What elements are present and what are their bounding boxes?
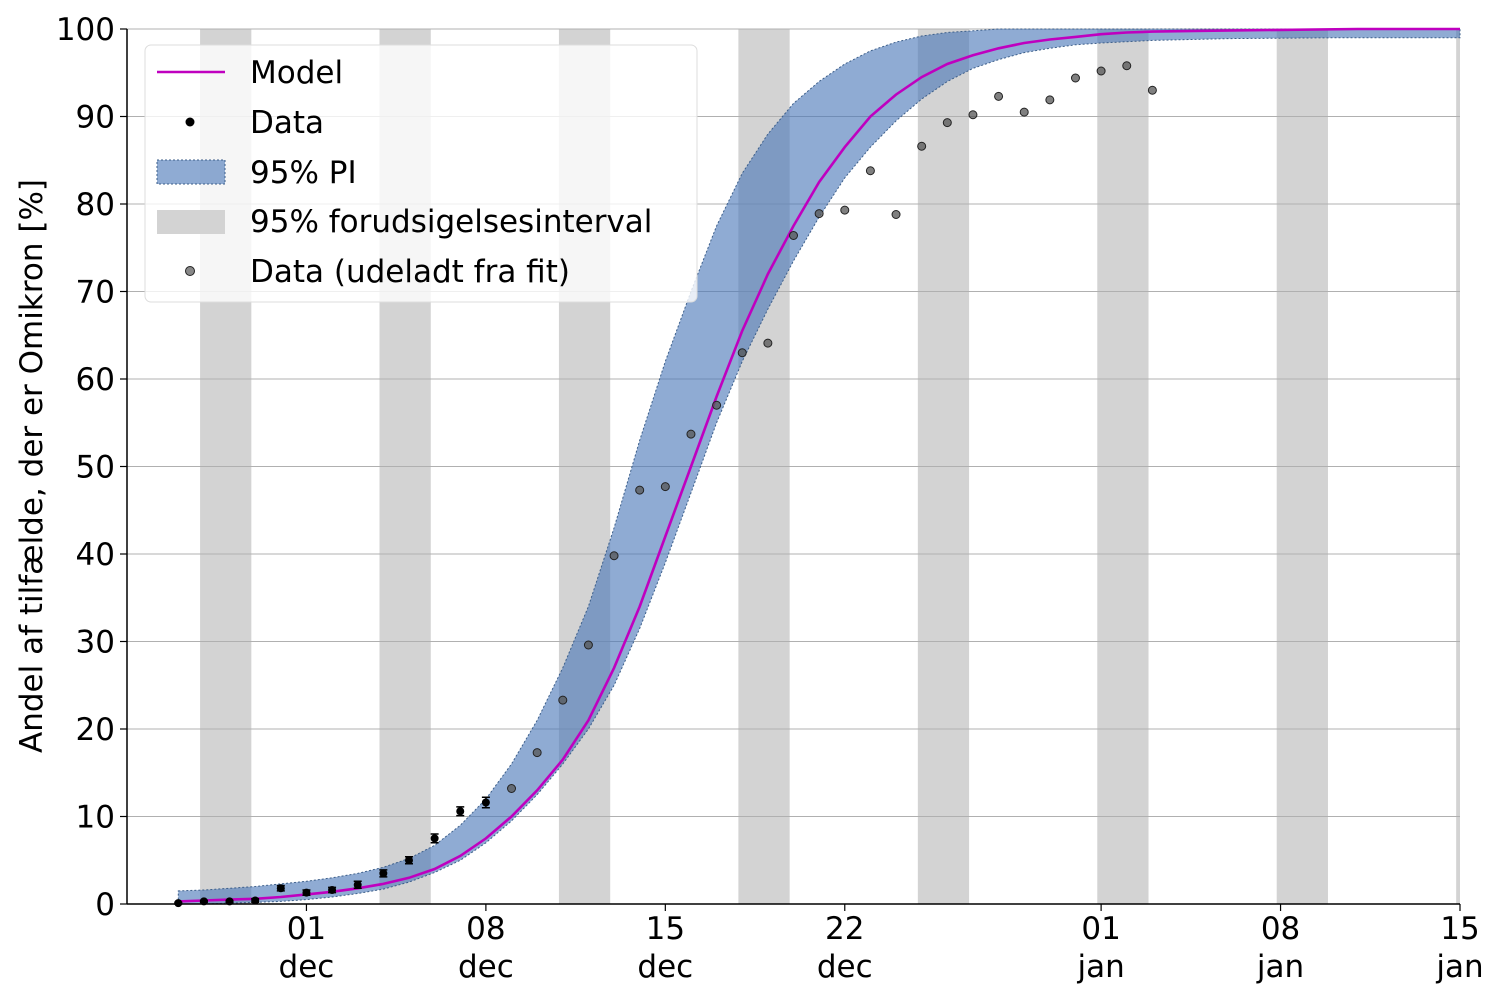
excluded-data-point: [865, 166, 875, 176]
excluded-data-point: [1096, 66, 1106, 76]
legend-data-swatch: [185, 117, 195, 127]
y-tick-label: 80: [76, 187, 115, 223]
excluded-data-point: [1122, 61, 1132, 71]
y-tick-label: 10: [76, 800, 115, 836]
y-tick-label: 30: [76, 625, 115, 661]
legend-forecast-label: 95% forudsigelsesinterval: [250, 204, 652, 240]
excluded-data-point: [1147, 85, 1157, 95]
data-point: [174, 899, 183, 908]
y-axis-title: Andel af tilfælde, der er Omikron [%]: [14, 179, 50, 753]
data-point: [379, 869, 388, 878]
excluded-data-point: [917, 141, 927, 151]
data-point: [353, 880, 362, 889]
legend: Model Data 95% PI 95% forudsigelsesinter…: [144, 44, 698, 303]
x-tick-label-day: 01: [1081, 911, 1120, 947]
excluded-data-point: [635, 485, 645, 495]
excluded-data-point: [994, 91, 1004, 101]
legend-data-label: Data: [250, 105, 324, 141]
excluded-data-point: [507, 784, 517, 793]
y-tick-label: 20: [76, 712, 115, 748]
excluded-data-point: [789, 231, 798, 240]
y-tick-label: 50: [76, 450, 115, 486]
excluded-data-point: [1045, 95, 1055, 105]
x-tick-label-day: 01: [287, 911, 326, 947]
x-tick-label-month: jan: [1076, 949, 1124, 985]
x-tick-label-month: jan: [1435, 949, 1483, 985]
excluded-data-point: [712, 400, 722, 410]
legend-pi-swatch: [156, 159, 226, 185]
excluded-data-point: [1019, 107, 1029, 117]
excluded-data-point: [1070, 73, 1080, 83]
legend-excluded-label: Data (udeladt fra fit): [250, 254, 570, 290]
x-tick-label-day: 22: [825, 911, 864, 947]
legend-box: [144, 44, 698, 303]
excluded-data-point: [737, 348, 747, 358]
legend-forecast-swatch: [157, 210, 225, 234]
data-point: [251, 896, 260, 905]
data-point: [481, 798, 490, 807]
x-tick-label-day: 08: [466, 911, 505, 947]
y-tick-label: 100: [56, 12, 115, 48]
y-tick-label: 90: [76, 100, 115, 136]
y-tick-label: 70: [76, 275, 115, 311]
y-tick-label: 0: [95, 887, 115, 923]
excluded-data-point: [891, 210, 901, 219]
x-tick-label-month: dec: [817, 949, 873, 985]
legend-model-label: Model: [250, 55, 343, 91]
data-point: [276, 884, 285, 893]
excluded-data-point: [532, 748, 542, 758]
x-tick-label-month: dec: [279, 949, 335, 985]
data-point: [456, 807, 465, 816]
data-point: [302, 888, 311, 897]
excluded-data-point: [814, 209, 824, 219]
excluded-data-point: [686, 429, 696, 439]
data-point: [328, 886, 337, 894]
excluded-data-point: [763, 338, 773, 348]
excluded-data-point: [840, 205, 850, 215]
excluded-data-point: [609, 551, 619, 561]
x-tick-label-month: dec: [637, 949, 693, 985]
legend-excluded-swatch: [185, 266, 195, 276]
excluded-data-point: [942, 118, 952, 128]
data-point: [430, 834, 439, 843]
legend-pi-label: 95% PI: [250, 155, 357, 191]
pi-band: [177, 28, 1461, 905]
excluded-data-point: [660, 482, 670, 492]
y-tick-label: 60: [76, 362, 115, 398]
x-tick-label-day: 15: [1440, 911, 1479, 947]
excluded-data-point: [558, 695, 568, 705]
x-tick-label-month: dec: [458, 949, 514, 985]
x-tick-label-day: 08: [1261, 911, 1300, 947]
data-point: [404, 856, 413, 865]
x-tick-label-day: 15: [646, 911, 685, 947]
x-tick-label-month: jan: [1256, 949, 1304, 985]
excluded-data-point: [583, 640, 593, 650]
excluded-data-point: [968, 110, 978, 120]
y-tick-label: 40: [76, 537, 115, 573]
